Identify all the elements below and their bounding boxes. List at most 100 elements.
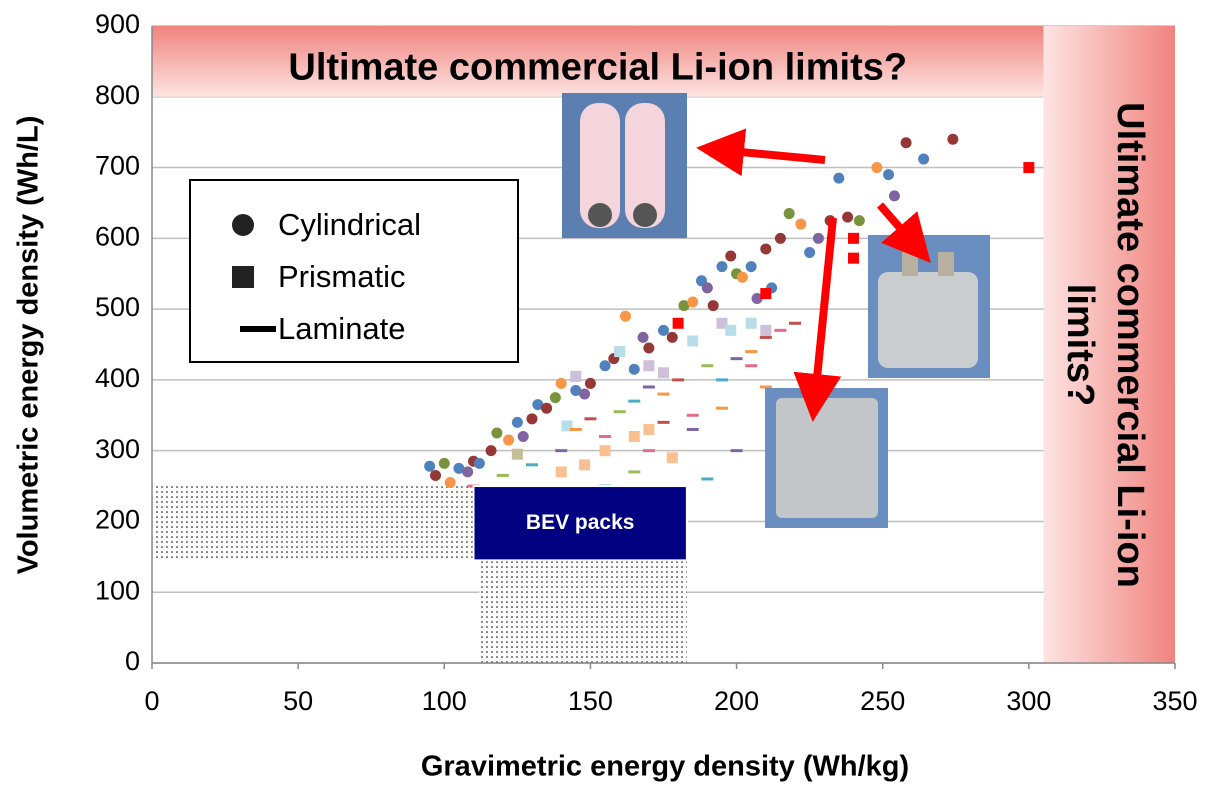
cylindrical-point [745, 261, 757, 273]
legend-label: Prismatic [278, 259, 405, 294]
laminate-point [613, 410, 626, 414]
prismatic-point [760, 324, 772, 336]
legend-marker [232, 266, 254, 288]
y-tick-label: 400 [95, 363, 140, 393]
cylindrical-point [526, 413, 538, 425]
cylindrical-point [430, 469, 442, 481]
prismatic-point [687, 335, 699, 347]
laminate-point [715, 406, 728, 410]
prismatic-point [643, 360, 655, 372]
cylindrical-point [658, 324, 669, 336]
prismatic-point [511, 448, 523, 460]
cylindrical-point [812, 232, 824, 244]
prismatic-point [716, 317, 728, 329]
prismatic-point [599, 445, 611, 457]
prismatic-point [614, 346, 626, 358]
cylindrical-point [517, 431, 529, 443]
y-tick-label: 500 [95, 292, 140, 322]
cylindrical-point [716, 261, 728, 273]
laminate-point [686, 427, 699, 431]
prismatic-point [1023, 162, 1035, 174]
legend-label: Cylindrical [278, 207, 421, 242]
prismatic-point [579, 459, 591, 471]
laminate-point [789, 321, 802, 325]
laminate-point [628, 470, 641, 474]
x-tick-label: 50 [283, 686, 313, 716]
front-layer: 0 100 200 300 400 500 600 700 800 900 0 50 100 150 200… [13, 9, 1198, 783]
laminate-point [774, 328, 787, 332]
cylindrical-point [871, 162, 883, 174]
gravimetric-limit-band [1043, 26, 1175, 663]
y-tick-label: 600 [95, 221, 140, 251]
legend-marker [240, 326, 276, 332]
prismatic-point [658, 367, 669, 379]
prismatic-point [725, 324, 737, 336]
laminate-point [569, 427, 582, 431]
cylindrical-point [485, 445, 497, 457]
laminate-point [642, 385, 655, 389]
y-tick-label: 100 [95, 575, 140, 605]
cylindrical-point [725, 250, 737, 262]
cylindrical-point [453, 462, 465, 474]
prismatic-point [672, 317, 684, 329]
cylindrical-point [900, 137, 912, 149]
y-tick-label: 700 [95, 151, 140, 181]
laminate-point [496, 473, 509, 477]
laminate-point [555, 449, 568, 453]
prismatic-point [570, 370, 582, 382]
x-tick-label: 250 [860, 686, 905, 716]
bev-packs-box [472, 485, 688, 562]
cylindrical-point [666, 331, 678, 343]
cylindrical-point [853, 215, 865, 227]
laminate-point [730, 357, 743, 361]
band-title: Ultimate commercial Li-ion limits? [288, 46, 907, 88]
y-tick-label: 0 [125, 646, 140, 676]
cylindrical-point [462, 466, 474, 478]
laminate-point [672, 378, 685, 382]
y-tick-label: 300 [95, 434, 140, 464]
cylindrical-point [424, 460, 436, 472]
cylindrical-point [760, 243, 772, 255]
cylindrical-point [918, 153, 930, 165]
cylindrical-point [751, 292, 763, 304]
laminate-point [701, 364, 714, 368]
prismatic-point [561, 420, 573, 432]
x-tick-label: 350 [1152, 686, 1197, 716]
cylindrical-point [503, 434, 515, 446]
prismatic-point [847, 252, 859, 264]
x-tick-label: 0 [144, 686, 159, 716]
y-tick-label: 900 [95, 9, 140, 39]
cylindrical-point [687, 296, 699, 308]
cylindrical-point [444, 477, 456, 489]
x-tick-label: 150 [568, 686, 613, 716]
laminate-point [525, 463, 538, 467]
cylindrical-point [643, 342, 655, 354]
laminate-point [657, 420, 670, 424]
bev-region [152, 486, 474, 561]
cylindrical-point [599, 360, 611, 372]
prismatic-point [628, 431, 640, 443]
laminate-point [686, 413, 699, 417]
x-tick-label: 100 [422, 686, 467, 716]
prismatic-point [760, 288, 772, 300]
laminate-point [745, 350, 758, 354]
y-axis-title: Volumetric energy density (Wh/L) [13, 116, 45, 575]
bev-region [479, 560, 687, 663]
x-tick-label: 200 [714, 686, 759, 716]
laminate-point [584, 417, 597, 421]
laminate-point [759, 385, 772, 389]
cylindrical-point [804, 246, 816, 258]
cylindrical-point [584, 377, 596, 389]
cylindrical-point [555, 377, 567, 389]
cylindrical-point [511, 416, 523, 428]
legend-marker [232, 214, 254, 236]
cylindrical-point [736, 271, 748, 283]
laminate-point [701, 477, 714, 481]
cylindrical-point [549, 392, 561, 404]
laminate-point [715, 378, 728, 382]
cylindrical-point [438, 457, 450, 469]
cylindrical-point [637, 331, 649, 343]
laminate-point [759, 335, 772, 339]
arrows [696, 128, 931, 422]
cylindrical-point [842, 211, 854, 223]
